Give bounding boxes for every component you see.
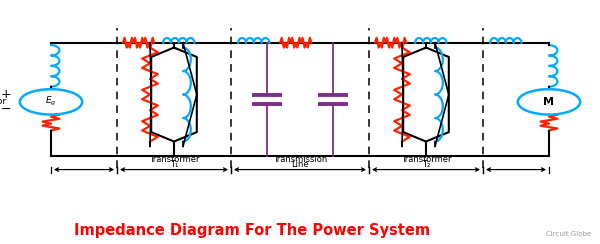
Text: Line: Line: [291, 160, 309, 169]
Text: T₁: T₁: [170, 160, 178, 169]
Text: Generator: Generator: [0, 97, 7, 106]
Text: $E_g$: $E_g$: [45, 95, 57, 108]
Text: T₂: T₂: [422, 160, 430, 169]
Text: Impedance Diagram For The Power System: Impedance Diagram For The Power System: [74, 223, 430, 238]
Text: M: M: [544, 97, 554, 107]
Circle shape: [518, 89, 580, 114]
Text: +: +: [0, 88, 11, 101]
Text: Transformer: Transformer: [149, 155, 199, 164]
Text: −: −: [1, 103, 11, 116]
Text: Transmission: Transmission: [273, 155, 327, 164]
Text: Circuit Globe: Circuit Globe: [546, 231, 591, 237]
Text: Transformer: Transformer: [401, 155, 451, 164]
Circle shape: [20, 89, 82, 114]
